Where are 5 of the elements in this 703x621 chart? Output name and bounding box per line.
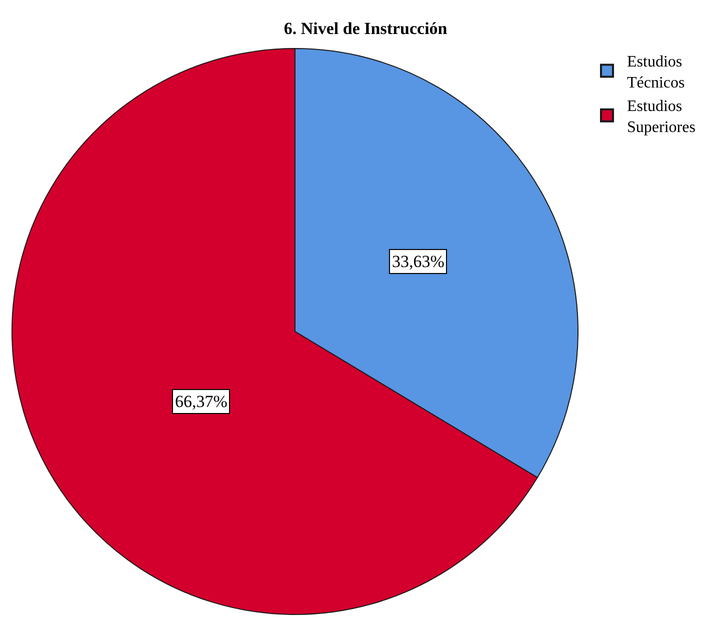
legend-label: Estudios Técnicos [627, 54, 685, 92]
data-label: 33,63% [392, 252, 444, 271]
chart-title: 6. Nivel de Instrucción [284, 18, 448, 38]
data-label: 66,37% [175, 392, 228, 411]
legend-label: Estudios Superiores [627, 98, 696, 136]
